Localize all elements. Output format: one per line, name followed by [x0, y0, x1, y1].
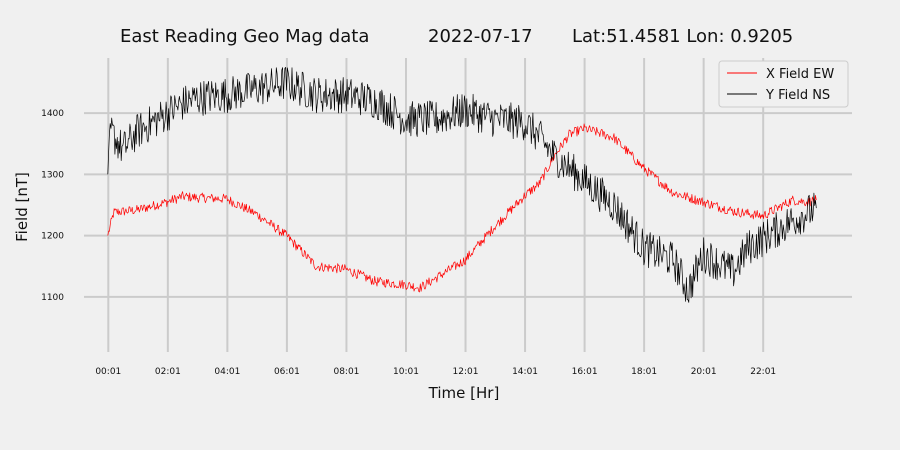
x-tick-label: 00:01 [95, 367, 121, 377]
y-tick-label: 1200 [41, 232, 64, 242]
x-tick-label: 18:01 [631, 367, 657, 377]
legend-label-x-field: X Field EW [766, 67, 834, 82]
y-tick-label: 1300 [41, 170, 64, 180]
x-tick-label: 08:01 [333, 367, 359, 377]
x-tick-label: 20:01 [691, 367, 717, 377]
series-layer [107, 67, 817, 303]
x-axis-label: Time [Hr] [428, 384, 500, 402]
x-tick-label: 10:01 [393, 367, 419, 377]
x-tick-label: 16:01 [572, 367, 598, 377]
y-axis-ticks: 1100 1200 1300 1400 [41, 109, 64, 303]
x-tick-label: 06:01 [274, 367, 300, 377]
series-line-x-field [107, 123, 817, 293]
x-tick-label: 14:01 [512, 367, 538, 377]
x-tick-label: 02:01 [155, 367, 181, 377]
series-line-y-field [107, 67, 817, 303]
x-axis-ticks: 00:01 02:01 04:01 06:01 08:01 10:01 12:01 14:01… [95, 367, 776, 377]
x-tick-label: 04:01 [214, 367, 240, 377]
legend: X Field EW Y Field NS [718, 60, 849, 108]
legend-label-y-field: Y Field NS [765, 88, 830, 103]
chart-title-date: 2022-07-17 [428, 26, 533, 47]
y-tick-label: 1100 [41, 293, 64, 303]
x-tick-label: 22:01 [750, 367, 776, 377]
chart-title-location: Lat:51.4581 Lon: 0.9205 [572, 26, 793, 47]
y-tick-label: 1400 [41, 109, 64, 119]
chart-title-name: East Reading Geo Mag data [120, 26, 369, 47]
y-axis-label: Field [nT] [13, 172, 31, 242]
x-tick-label: 12:01 [453, 367, 479, 377]
